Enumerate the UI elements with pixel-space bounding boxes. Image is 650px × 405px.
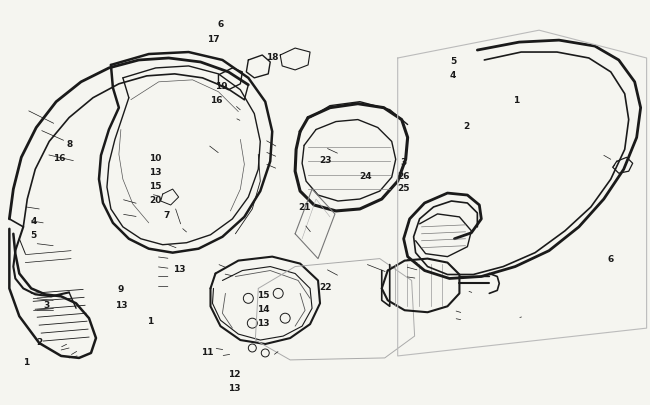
- Text: 6: 6: [608, 254, 614, 263]
- Text: 13: 13: [257, 319, 270, 328]
- Text: 15: 15: [150, 182, 162, 191]
- Text: 1: 1: [23, 357, 29, 366]
- Text: 16: 16: [210, 96, 222, 104]
- Text: 1: 1: [513, 96, 519, 104]
- Text: 11: 11: [201, 347, 213, 356]
- Text: 4: 4: [31, 216, 37, 225]
- Text: 5: 5: [31, 230, 37, 239]
- Text: 6: 6: [217, 20, 224, 29]
- Text: 13: 13: [115, 301, 127, 309]
- Text: 12: 12: [228, 369, 240, 378]
- Text: 15: 15: [257, 290, 270, 300]
- Text: 24: 24: [359, 172, 371, 181]
- Text: 9: 9: [118, 284, 124, 294]
- Text: 13: 13: [150, 168, 162, 177]
- Text: 25: 25: [398, 184, 410, 193]
- Text: 21: 21: [298, 202, 311, 211]
- Text: 13: 13: [173, 264, 186, 273]
- Text: 23: 23: [318, 156, 332, 165]
- Text: 8: 8: [66, 140, 72, 149]
- Text: 5: 5: [450, 57, 456, 66]
- Text: 13: 13: [228, 383, 240, 392]
- Text: 3: 3: [401, 158, 407, 167]
- Text: 18: 18: [266, 52, 278, 62]
- Text: 20: 20: [150, 196, 162, 205]
- Text: 22: 22: [318, 282, 332, 292]
- Text: 2: 2: [36, 337, 42, 346]
- Text: 17: 17: [207, 35, 220, 44]
- Text: 2: 2: [463, 122, 469, 130]
- Text: 26: 26: [398, 172, 410, 181]
- Text: 19: 19: [215, 81, 227, 90]
- Text: 1: 1: [147, 317, 153, 326]
- Text: 10: 10: [150, 154, 162, 163]
- Text: 16: 16: [53, 154, 66, 163]
- Text: 7: 7: [163, 210, 170, 219]
- Text: 14: 14: [257, 305, 270, 313]
- Text: 3: 3: [44, 301, 50, 309]
- Text: 4: 4: [450, 71, 456, 80]
